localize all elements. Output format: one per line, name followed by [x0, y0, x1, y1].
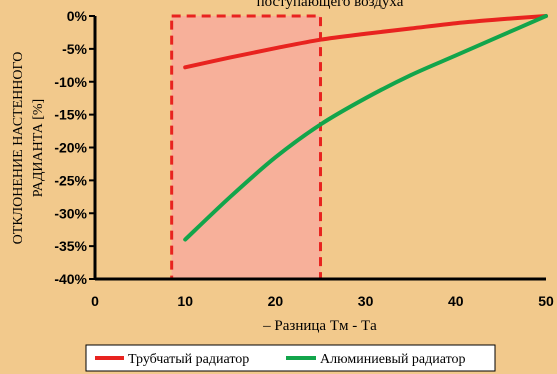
y-tick-label: -25%: [54, 172, 87, 188]
series-line-0: [183, 14, 548, 70]
x-tick-label: 30: [358, 293, 374, 309]
y-tick-label: -30%: [54, 205, 87, 221]
y-axis-label-line1: ОТКЛОНЕНИЕ НАСТЕННОГО: [11, 52, 26, 245]
y-tick-label: -15%: [54, 107, 87, 123]
highlight-region: [170, 14, 322, 281]
x-tick-label: 20: [268, 293, 284, 309]
legend: Трубчатый радиатор Алюминиевый радиатор: [85, 344, 496, 372]
x-axis-label: – Разница Tм - Tа: [262, 318, 377, 334]
y-tick-label: 0%: [67, 8, 88, 24]
legend-label-tubular: Трубчатый радиатор: [128, 352, 249, 367]
y-axis-label-line2: РАДИАНТА [%]: [31, 99, 46, 197]
y-tick-label: -20%: [54, 140, 87, 156]
x-axis-ticks: 0 10 20 30 40 50: [91, 293, 554, 309]
highlight-region-group: [170, 14, 322, 281]
x-tick-label: 40: [448, 293, 464, 309]
x-tick-label: 0: [91, 293, 99, 309]
series-line-1: [183, 14, 548, 242]
chart-title: поступающего воздуха: [257, 0, 404, 10]
x-tick-label: 10: [177, 293, 193, 309]
y-axis-ticks: 0% -5% -10% -15% -20% -25% -30% -35% -40%: [54, 8, 95, 287]
x-tick-label: 50: [538, 293, 554, 309]
series-lines: [183, 14, 548, 242]
y-tick-label: -5%: [62, 41, 87, 57]
legend-label-aluminium: Алюминиевый радиатор: [320, 352, 466, 367]
y-tick-label: -40%: [54, 271, 87, 287]
y-tick-label: -10%: [54, 74, 87, 90]
y-tick-label: -35%: [54, 238, 87, 254]
